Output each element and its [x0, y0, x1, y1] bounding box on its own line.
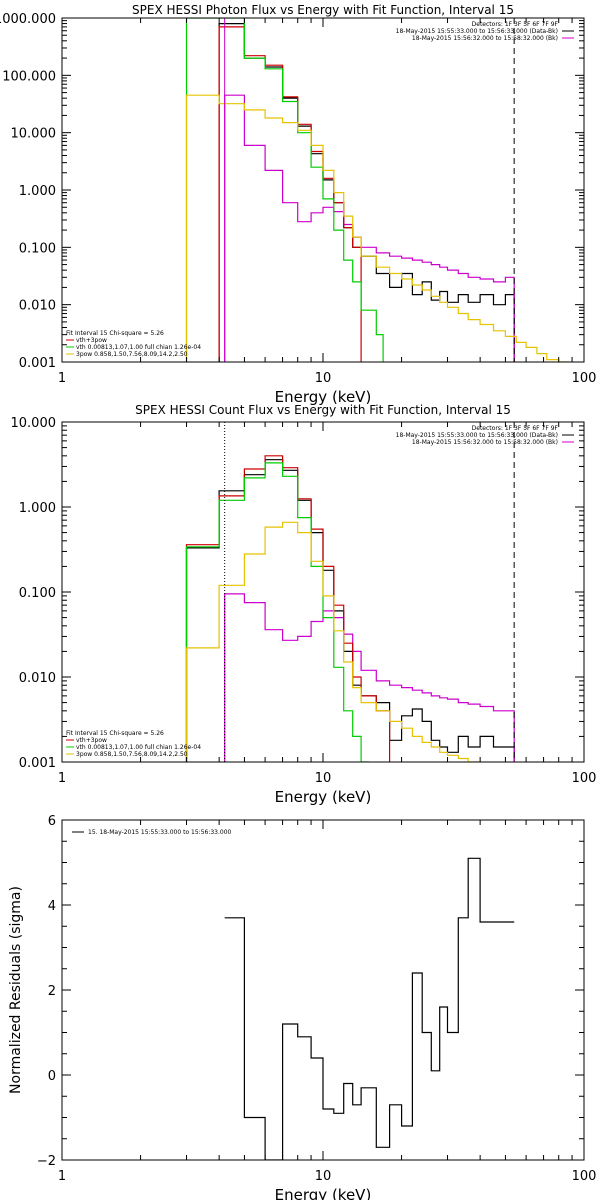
series-line-5	[185, 521, 481, 762]
series-line-2	[224, 94, 515, 362]
x-tick-label: 10	[315, 771, 332, 786]
series-line-1	[224, 857, 515, 1160]
y-tick-label: 4	[48, 899, 56, 914]
x-axis-label: Energy (keV)	[275, 388, 372, 406]
fit-legend-entry: Fit Interval 15 Chi-square = 5.26	[66, 730, 164, 737]
fit-legend-entry: Fit Interval 15 Chi-square = 5.26	[66, 330, 164, 337]
x-tick-label: 100	[572, 771, 597, 786]
legend-entry: 18-May-2015 15:56:32.000 to 15:58:32.000…	[412, 35, 558, 42]
fit-legend-entry: vth+3pow	[76, 337, 107, 344]
fit-legend-entry: vth+3pow	[76, 737, 107, 744]
x-tick-label: 100	[572, 1169, 597, 1184]
legend-entry: 18-May-2015 15:56:32.000 to 15:58:32.000…	[412, 439, 558, 446]
legend-entry: Detectors: 1F 3F 5F 6F 7F 9F	[472, 425, 559, 432]
y-tick-label: 0.010	[19, 671, 56, 686]
series-line-4	[185, 18, 384, 362]
series-line-2	[224, 593, 515, 762]
y-tick-label: 0	[48, 1069, 56, 1084]
x-tick-label: 10	[315, 371, 332, 386]
series-group	[224, 857, 515, 1160]
chart-title: SPEX HESSI Count Flux vs Energy with Fit…	[135, 403, 511, 417]
series-line-1	[185, 459, 515, 762]
x-axis-label: Energy (keV)	[275, 1186, 372, 1200]
legend-entry: 18-May-2015 15:55:33.000 to 15:56:33.000…	[396, 432, 558, 439]
series-line-5	[185, 94, 570, 362]
series-group	[185, 455, 515, 762]
y-tick-label: 0.001	[19, 356, 56, 371]
chart-title: SPEX HESSI Photon Flux vs Energy with Fi…	[132, 3, 514, 17]
y-tick-label: 1.000	[19, 501, 56, 516]
series-line-4	[185, 462, 369, 762]
y-tick-label: 10.000	[11, 127, 57, 142]
fit-legend-entry: 3pow 0.858,1.50,7.56,8.09,14.2,2.50	[76, 351, 188, 358]
y-tick-label: 100.000	[2, 69, 56, 84]
fit-legend-entry: vth 0.00813,1.07,1.00 full chian 1.26e-0…	[76, 344, 201, 351]
series-line-3	[218, 26, 362, 362]
x-axis-label: Energy (keV)	[275, 788, 372, 806]
fit-legend-entry: vth 0.00813,1.07,1.00 full chian 1.26e-0…	[76, 744, 201, 751]
series-line-3	[185, 455, 391, 762]
x-tick-label: 100	[572, 371, 597, 386]
x-tick-label: 1	[58, 371, 66, 386]
y-tick-label: 0.010	[19, 299, 56, 314]
legend-entry: 18-May-2015 15:55:33.000 to 15:56:33.000…	[396, 28, 558, 35]
y-tick-label: 6	[48, 814, 56, 829]
x-tick-label: 1	[58, 771, 66, 786]
y-tick-label: 1000.000	[0, 12, 56, 27]
photon-flux-panel: SPEX HESSI Photon Flux vs Energy with Fi…	[0, 3, 596, 406]
y-tick-label: 2	[48, 984, 56, 999]
count-flux-panel: SPEX HESSI Count Flux vs Energy with Fit…	[11, 403, 597, 806]
legend-entry: Detectors: 1F 3F 5F 6F 7F 9F	[472, 21, 559, 28]
residuals-panel: 1 10 100 −2 0 2 4 6 Energy (keV) Normalized Resid…	[8, 814, 596, 1200]
fit-legend-entry: 3pow 0.858,1.50,7.56,8.09,14.2,2.50	[76, 751, 188, 758]
y-axis-label: Normalized Residuals (sigma)	[8, 886, 24, 1094]
y-tick-label: 0.001	[19, 756, 56, 771]
x-tick-label: 10	[315, 1169, 332, 1184]
x-tick-label: 1	[58, 1169, 66, 1184]
y-tick-label: 0.100	[19, 241, 56, 256]
series-line-1	[218, 23, 515, 362]
y-tick-label: 1.000	[19, 184, 56, 199]
y-tick-label: −2	[37, 1154, 56, 1169]
series-group	[185, 18, 570, 362]
y-tick-label: 0.100	[19, 586, 56, 601]
legend-entry: 15. 18-May-2015 15:55:33.000 to 15:56:33…	[88, 829, 232, 836]
y-tick-label: 10.000	[11, 416, 57, 431]
